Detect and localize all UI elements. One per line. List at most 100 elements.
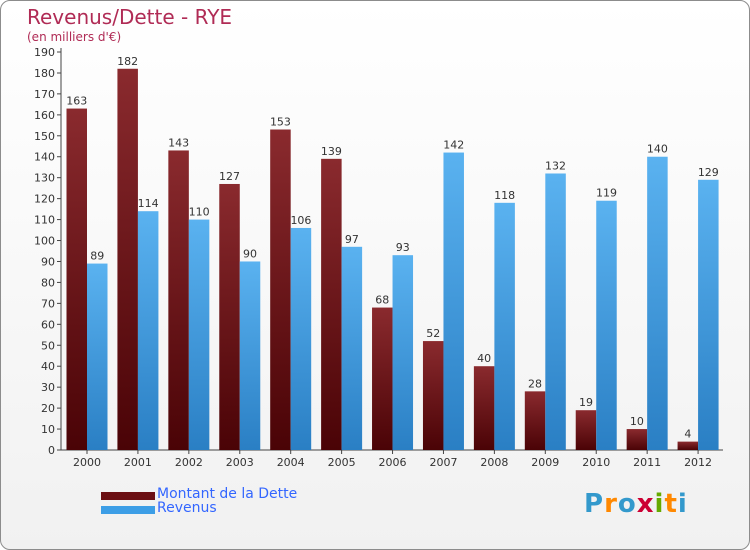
logo-letter: o (617, 489, 637, 519)
logo-letter: r (604, 489, 618, 519)
logo-letter: x (636, 489, 655, 519)
data-label-revenus: 129 (698, 166, 719, 179)
data-label-dette: 4 (684, 428, 691, 441)
bar-revenus (392, 255, 414, 450)
bar-revenus (596, 200, 617, 450)
x-tick-label: 2010 (582, 456, 610, 469)
data-label-revenus: 110 (189, 206, 210, 219)
y-tick-label: 180 (34, 67, 55, 80)
x-tick-label: 2012 (684, 456, 712, 469)
bar-dette (677, 441, 699, 450)
bar-dette (321, 158, 342, 450)
x-tick-label: 2003 (226, 456, 254, 469)
data-label-revenus: 93 (396, 241, 410, 254)
bar-revenus (239, 261, 261, 450)
data-label-revenus: 97 (345, 233, 359, 246)
logo-letter: i (654, 489, 665, 519)
data-label-revenus: 119 (596, 187, 617, 200)
bar-dette (219, 183, 240, 450)
y-tick-label: 170 (34, 88, 55, 101)
y-tick-label: 130 (34, 172, 55, 185)
bar-dette (270, 129, 291, 451)
data-label-dette: 163 (66, 95, 87, 108)
y-tick-label: 0 (48, 444, 55, 457)
data-label-dette: 10 (630, 415, 644, 428)
bar-revenus (647, 156, 668, 450)
bar-revenus (188, 219, 210, 450)
data-label-dette: 139 (321, 145, 342, 158)
y-tick-label: 50 (41, 339, 55, 352)
logo-letter: i (677, 489, 688, 519)
y-tick-label: 80 (41, 276, 55, 289)
y-tick-label: 60 (41, 318, 55, 331)
bar-revenus (494, 202, 515, 450)
data-label-dette: 127 (219, 170, 240, 183)
bar-revenus (87, 263, 108, 450)
x-tick-label: 2007 (429, 456, 457, 469)
data-label-dette: 52 (426, 327, 440, 340)
bar-revenus (698, 179, 719, 451)
data-label-revenus: 114 (138, 197, 159, 210)
data-label-revenus: 118 (494, 189, 515, 202)
x-tick-label: 2009 (531, 456, 559, 469)
legend-label-revenus: Revenus (157, 500, 217, 516)
bar-revenus (290, 227, 312, 450)
data-label-revenus: 106 (290, 214, 311, 227)
x-tick-label: 2001 (124, 456, 152, 469)
y-tick-label: 100 (34, 235, 55, 248)
data-label-dette: 40 (477, 352, 491, 365)
x-tick-label: 2008 (480, 456, 508, 469)
x-tick-label: 2004 (277, 456, 305, 469)
y-tick-label: 10 (41, 423, 55, 436)
y-tick-label: 90 (41, 255, 55, 268)
proxiti-logo: Proxiti (584, 489, 688, 519)
legend-swatch-revenus (101, 506, 155, 514)
bar-revenus (545, 173, 566, 450)
x-tick-label: 2000 (73, 456, 101, 469)
bar-revenus (341, 246, 363, 450)
bar-dette (626, 429, 648, 450)
bar-revenus (137, 211, 159, 450)
y-tick-label: 160 (34, 109, 55, 122)
bar-dette (422, 341, 444, 450)
y-tick-label: 140 (34, 151, 55, 164)
data-label-revenus: 89 (90, 250, 104, 263)
y-tick-label: 120 (34, 193, 55, 206)
logo-letter: t (664, 489, 678, 519)
bar-dette (66, 108, 87, 450)
data-label-revenus: 142 (443, 139, 464, 152)
legend-swatch-dette (101, 492, 155, 500)
logo-letter: P (584, 489, 605, 519)
bar-dette (524, 391, 546, 450)
bar-dette (372, 307, 393, 450)
y-tick-label: 150 (34, 130, 55, 143)
legend-label-dette: Montant de la Dette (157, 486, 298, 502)
data-label-dette: 143 (168, 136, 189, 149)
bar-dette (575, 410, 597, 450)
y-tick-label: 40 (41, 360, 55, 373)
y-tick-label: 20 (41, 402, 55, 415)
data-label-revenus: 140 (647, 143, 668, 156)
x-tick-label: 2011 (633, 456, 661, 469)
data-label-dette: 28 (528, 377, 542, 390)
bar-revenus (443, 152, 464, 450)
bar-dette (168, 150, 189, 450)
bar-dette (117, 68, 138, 450)
chart-subtitle: (en milliers d'€) (27, 30, 122, 44)
y-tick-label: 110 (34, 214, 55, 227)
chart-title: Revenus/Dette - RYE (27, 5, 233, 29)
x-tick-label: 2006 (379, 456, 407, 469)
bar-dette (473, 366, 495, 450)
data-label-dette: 153 (270, 116, 291, 129)
data-label-dette: 68 (375, 294, 389, 307)
y-tick-label: 70 (41, 297, 55, 310)
x-tick-label: 2002 (175, 456, 203, 469)
data-label-dette: 182 (117, 55, 138, 68)
y-tick-label: 190 (34, 46, 55, 59)
y-tick-label: 30 (41, 381, 55, 394)
data-label-dette: 19 (579, 396, 593, 409)
data-label-revenus: 132 (545, 159, 566, 172)
data-label-revenus: 90 (243, 247, 257, 260)
